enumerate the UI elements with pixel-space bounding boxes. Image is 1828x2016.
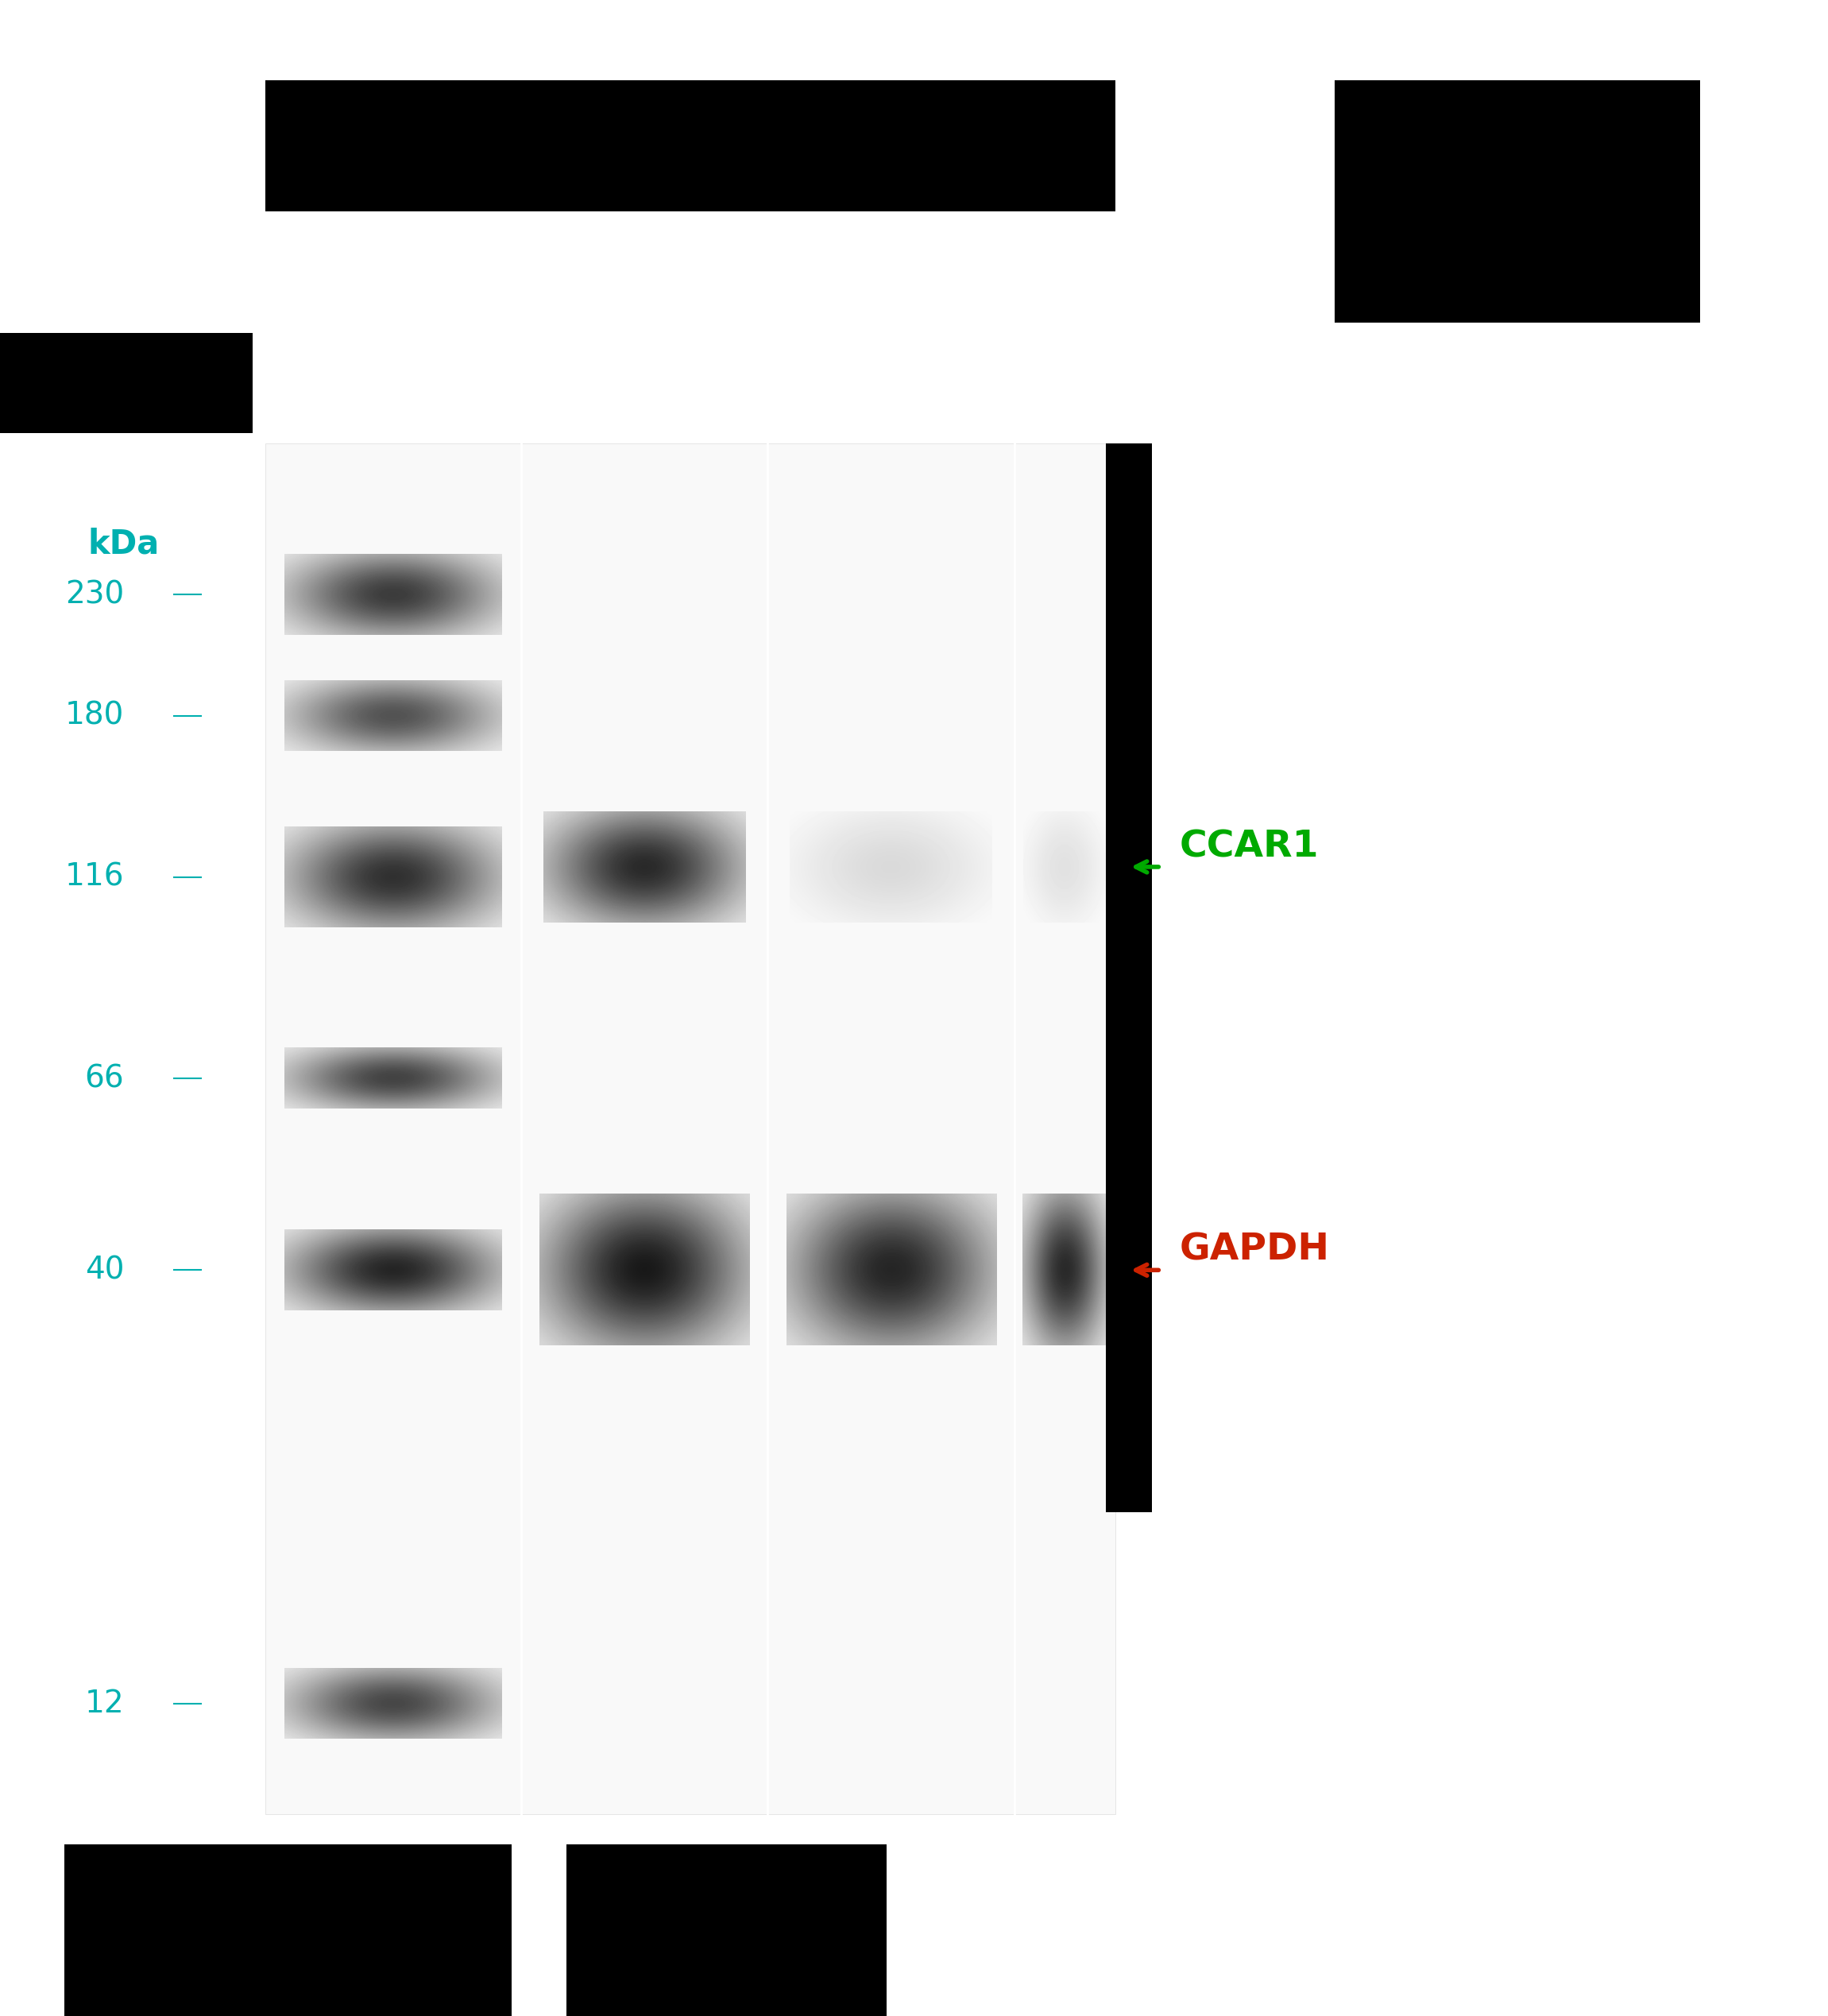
Bar — [64, 1845, 512, 2016]
Text: GAPDH: GAPDH — [1179, 1232, 1329, 1268]
Bar — [1106, 444, 1152, 1512]
Bar — [265, 81, 1115, 212]
Text: CCAR1: CCAR1 — [1179, 829, 1318, 865]
Text: 40: 40 — [84, 1256, 124, 1284]
Text: 66: 66 — [84, 1064, 124, 1093]
Bar — [768, 444, 1015, 1814]
Bar — [1334, 81, 1700, 323]
Text: 180: 180 — [66, 702, 124, 730]
Text: 116: 116 — [66, 863, 124, 891]
Bar — [1015, 444, 1115, 1814]
Bar — [0, 333, 252, 433]
Text: 230: 230 — [66, 581, 124, 609]
Bar — [567, 1845, 887, 2016]
Text: kDa: kDa — [88, 528, 159, 560]
Bar — [265, 444, 521, 1814]
Bar — [521, 444, 768, 1814]
Text: 12: 12 — [84, 1689, 124, 1718]
